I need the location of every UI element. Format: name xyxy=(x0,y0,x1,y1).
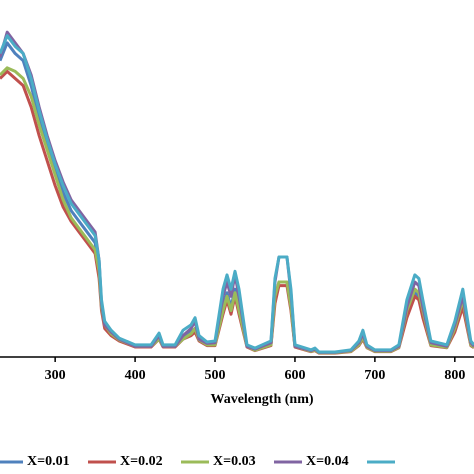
x-tick-label: 400 xyxy=(125,368,146,383)
x-tick-label: 600 xyxy=(284,368,305,383)
x-tick-label: 700 xyxy=(364,368,385,383)
series-line xyxy=(0,34,474,354)
legend-label: X=0.02 xyxy=(120,454,163,469)
legend-label: X=0.01 xyxy=(27,454,70,469)
legend-label: X=0.03 xyxy=(213,454,256,469)
legend-label: X=0.04 xyxy=(306,454,349,469)
x-tick-label: 800 xyxy=(444,368,465,383)
x-tick-label: 500 xyxy=(205,368,226,383)
x-tick-label: 300 xyxy=(45,368,66,383)
x-axis-title: Wavelength (nm) xyxy=(210,392,313,407)
